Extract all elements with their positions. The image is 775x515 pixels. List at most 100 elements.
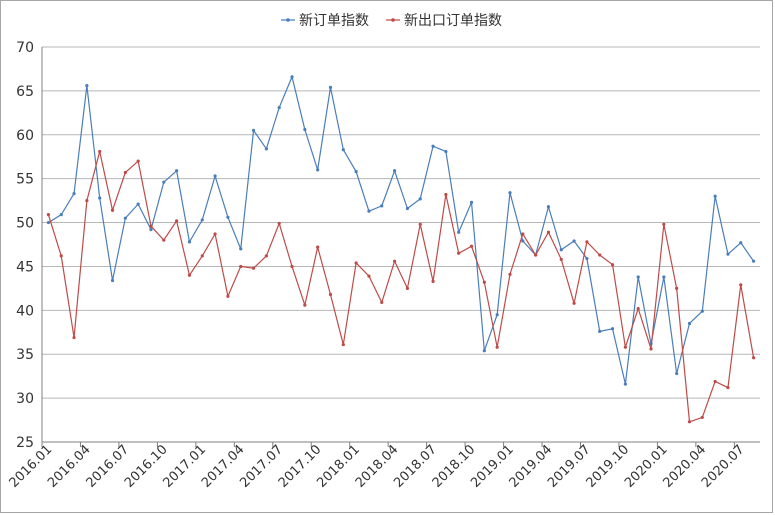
data-point (162, 238, 166, 242)
data-point (136, 202, 140, 206)
data-point (623, 345, 627, 349)
data-point (328, 292, 333, 297)
data-point (239, 264, 243, 269)
data-point (469, 244, 474, 248)
data-point (175, 219, 179, 223)
data-point (572, 301, 576, 305)
data-point (392, 259, 397, 263)
data-point (213, 174, 217, 178)
data-point (739, 241, 743, 245)
data-point (200, 218, 204, 222)
data-point (636, 275, 640, 279)
data-point (341, 148, 345, 152)
data-point (585, 256, 589, 261)
data-point (751, 259, 756, 263)
data-point (303, 303, 307, 307)
legend-item: 新订单指数 (281, 13, 369, 29)
data-point (72, 335, 76, 340)
data-point (495, 345, 499, 349)
data-point (367, 209, 371, 213)
data-point (59, 213, 63, 217)
series-line (47, 151, 755, 423)
legend: 新订单指数 新出口订单指数 (281, 13, 502, 29)
data-point (226, 215, 230, 219)
y-tick-label: 70 (16, 40, 34, 56)
data-point (175, 169, 179, 173)
data-point (200, 254, 204, 258)
y-tick-label: 30 (16, 391, 34, 407)
data-point (392, 169, 397, 173)
data-point (559, 248, 563, 252)
data-point (354, 261, 358, 265)
data-point (98, 149, 102, 154)
data-point (290, 264, 294, 269)
data-point (751, 356, 756, 360)
data-point (444, 149, 448, 154)
y-tick-label: 35 (16, 347, 34, 363)
data-point (431, 144, 435, 148)
data-point (264, 254, 268, 258)
data-point (380, 300, 384, 305)
legend-marker-icon (286, 18, 290, 22)
data-point (418, 222, 422, 226)
data-point (136, 159, 140, 163)
data-point (598, 329, 602, 333)
data-point (610, 263, 615, 267)
data-point (713, 379, 717, 384)
data-point (277, 105, 281, 110)
series-layer (46, 74, 756, 424)
y-tick-label: 50 (16, 216, 34, 232)
data-point (405, 286, 410, 290)
data-point (303, 127, 307, 132)
data-point (46, 213, 51, 217)
data-point (521, 232, 525, 236)
data-point (72, 191, 76, 196)
legend-item: 新出口订单指数 (386, 13, 502, 29)
data-point (739, 283, 743, 287)
legend-marker-icon (391, 18, 395, 22)
data-point (85, 199, 89, 203)
data-point (251, 128, 256, 132)
data-point (405, 206, 410, 211)
data-point (675, 371, 679, 376)
data-point (662, 275, 666, 279)
data-point (559, 257, 563, 262)
data-point (726, 385, 730, 390)
data-point (316, 168, 320, 172)
data-point (226, 294, 230, 298)
data-point (46, 220, 51, 225)
data-point (328, 85, 333, 89)
legend-label: 新出口订单指数 (404, 13, 502, 29)
y-tick-label: 60 (16, 128, 34, 144)
data-point (213, 232, 217, 236)
data-point (457, 230, 461, 234)
data-point (585, 240, 589, 244)
data-point (482, 280, 486, 284)
data-point (187, 273, 192, 277)
data-point (380, 204, 384, 208)
data-point (675, 286, 679, 290)
data-point (367, 274, 371, 278)
data-point (110, 208, 115, 212)
data-point (98, 196, 102, 200)
data-point (85, 84, 89, 88)
data-point (59, 254, 63, 258)
data-point (239, 247, 243, 251)
y-tick-label: 55 (16, 172, 34, 188)
data-point (444, 192, 448, 197)
x-tick-label: 2020.07 (699, 442, 748, 491)
data-point (110, 278, 115, 283)
data-point (726, 252, 730, 256)
data-point (341, 342, 345, 347)
data-point (508, 272, 512, 276)
data-point (149, 227, 153, 232)
legend-label: 新订单指数 (299, 13, 369, 29)
data-point (187, 240, 192, 244)
y-tick-label: 65 (16, 84, 34, 100)
data-point (572, 239, 576, 243)
data-point (546, 205, 551, 209)
series-2 (46, 149, 756, 424)
data-point (636, 306, 640, 311)
data-point (316, 245, 320, 249)
